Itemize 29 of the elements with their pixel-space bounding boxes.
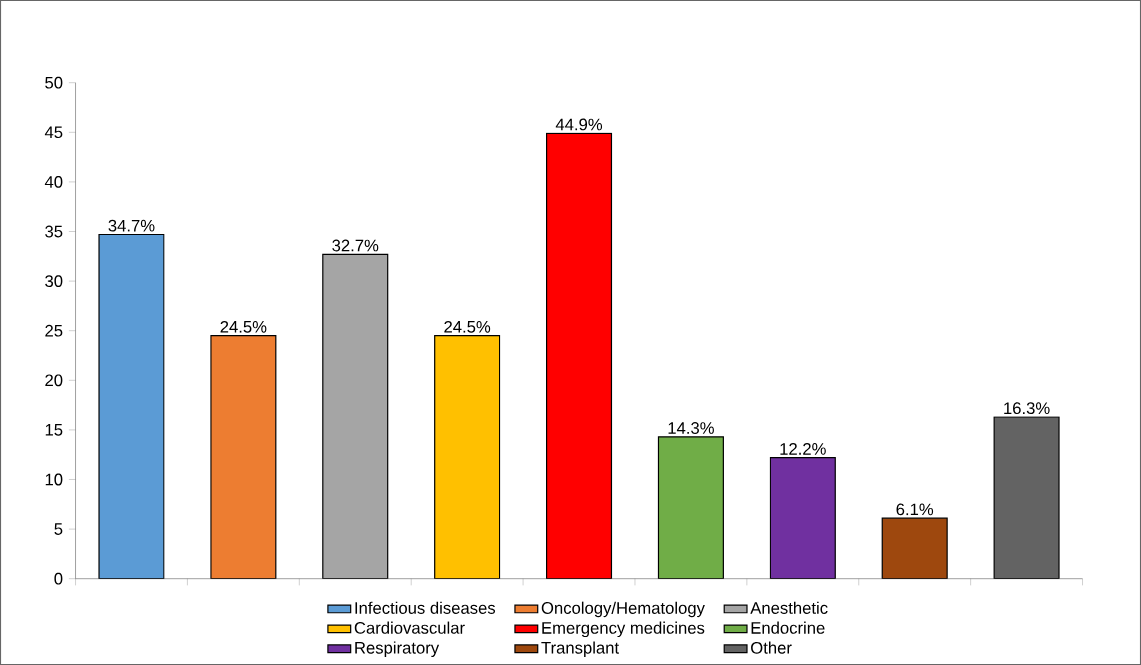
legend-label: Cardiovascular [354, 621, 465, 634]
y-tick-label: 50 [45, 76, 63, 89]
y-tick-label: 20 [45, 374, 63, 387]
data-label: 44.9% [555, 118, 603, 131]
legend-label: Anesthetic [750, 601, 828, 614]
legend-label: Respiratory [355, 641, 440, 658]
y-tick-label: 30 [45, 275, 63, 288]
y-tick-label: 25 [45, 324, 63, 337]
legend-label: Oncology/Hematology [541, 601, 705, 618]
data-label: 34.7% [108, 219, 155, 232]
data-label: 6.1% [896, 503, 934, 516]
data-label: 16.3% [1004, 402, 1050, 415]
legend-label: Infectious diseases [355, 601, 496, 614]
data-label: 32.7% [332, 239, 379, 252]
legend-label: Transplant [541, 641, 619, 658]
legend-label: Other [751, 641, 792, 654]
data-label: 24.5% [220, 320, 267, 333]
data-label: 14.3% [668, 422, 714, 434]
y-tick-label: 15 [45, 424, 63, 436]
y-tick-label: 45 [44, 126, 63, 139]
y-tick-label: 35 [45, 225, 63, 238]
legend-label: Endocrine [751, 621, 825, 634]
legend-label: Emergency medicines [542, 621, 705, 638]
data-label: 24.5% [444, 320, 491, 333]
y-tick-label: 0 [54, 572, 63, 585]
y-tick-label: 10 [45, 473, 63, 486]
data-label: 12.2% [780, 443, 826, 455]
y-tick-label: 40 [44, 176, 63, 188]
y-tick-label: 5 [54, 523, 63, 535]
